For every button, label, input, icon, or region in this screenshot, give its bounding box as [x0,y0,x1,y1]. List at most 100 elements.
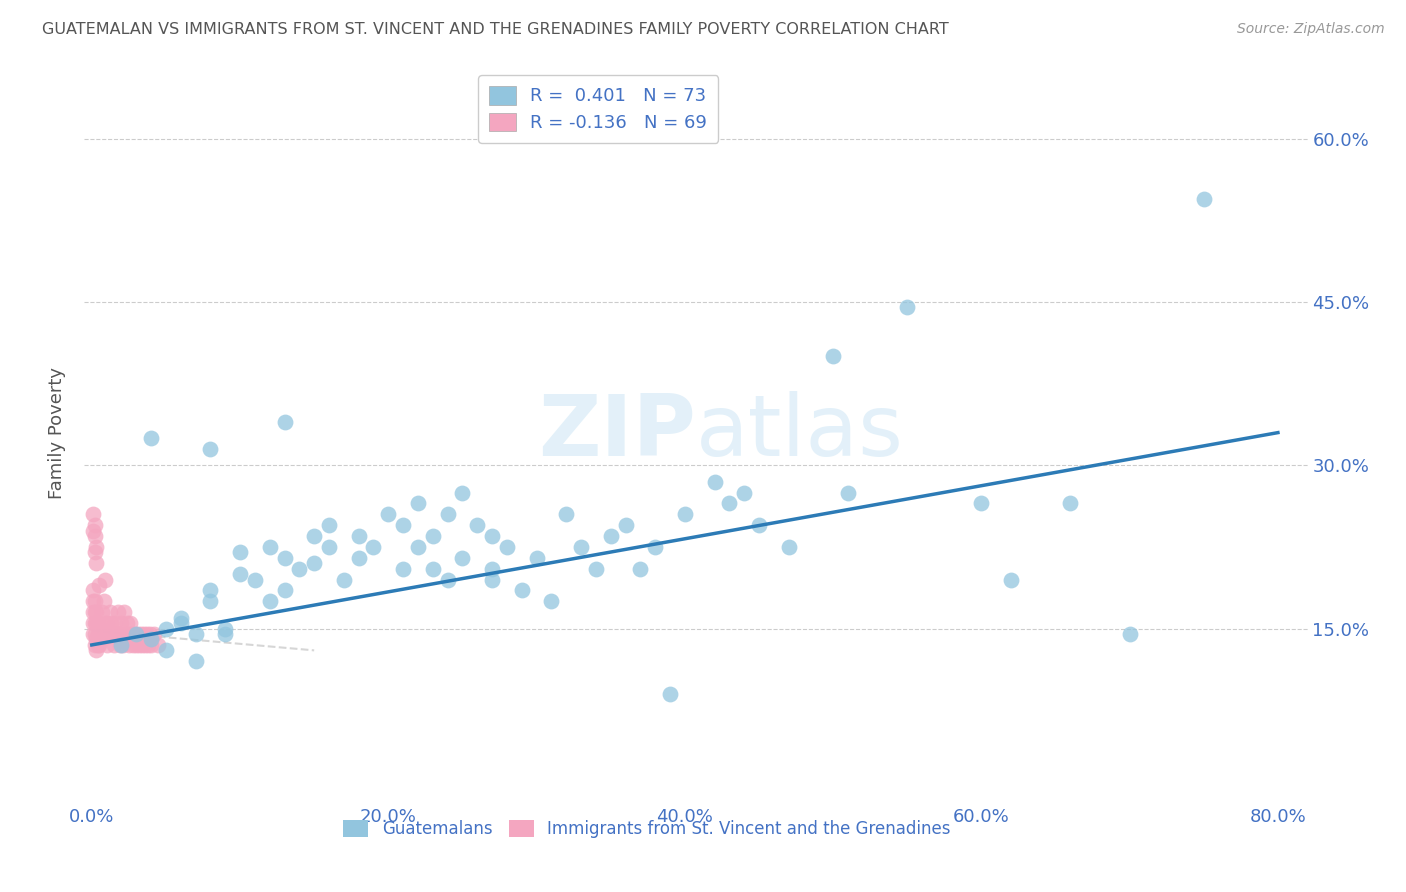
Point [132,627,155,641]
Point [91,605,114,619]
Point [115,627,138,641]
Point [229,545,252,559]
Point [83,518,105,533]
Point [143,627,166,641]
Point [733,485,755,500]
Point [823,350,845,364]
Point [200,583,222,598]
Point [110,627,132,641]
Point [481,562,503,576]
Point [392,562,415,576]
Point [120,616,142,631]
Point [82,627,104,641]
Point [363,540,385,554]
Point [496,540,519,554]
Point [243,573,266,587]
Point [96,638,118,652]
Point [96,627,118,641]
Point [82,616,104,631]
Point [333,573,356,587]
Point [136,638,159,652]
Point [422,562,444,576]
Point [229,567,252,582]
Point [1059,496,1081,510]
Point [96,616,118,631]
Point [436,508,458,522]
Point [422,529,444,543]
Point [117,616,139,631]
Point [82,605,104,619]
Point [748,518,770,533]
Point [585,562,607,576]
Point [138,627,160,641]
Point [128,638,150,652]
Point [465,518,488,533]
Point [288,562,311,576]
Point [83,638,105,652]
Point [86,627,108,641]
Point [778,540,800,554]
Point [273,550,295,565]
Point [703,475,725,489]
Point [129,627,152,641]
Point [108,627,131,641]
Point [659,687,682,701]
Point [121,627,143,641]
Point [302,556,325,570]
Point [569,540,592,554]
Point [84,556,107,570]
Point [110,616,132,631]
Point [599,529,621,543]
Point [83,616,105,631]
Point [347,550,370,565]
Point [112,605,135,619]
Point [1192,192,1215,206]
Point [125,627,148,641]
Point [82,583,104,598]
Point [82,508,104,522]
Point [628,562,651,576]
Point [105,627,128,641]
Point [155,643,177,657]
Point [118,638,141,652]
Point [392,518,415,533]
Point [214,622,236,636]
Point [259,540,281,554]
Point [184,654,207,668]
Point [970,496,993,510]
Point [104,627,127,641]
Point [90,622,112,636]
Point [111,638,134,652]
Point [139,431,162,445]
Point [673,508,696,522]
Point [84,632,107,647]
Point [89,638,111,652]
Point [318,540,340,554]
Point [436,573,458,587]
Point [318,518,340,533]
Point [184,627,207,641]
Point [1000,573,1022,587]
Point [83,627,105,641]
Point [131,638,153,652]
Point [86,616,108,631]
Point [170,611,193,625]
Text: GUATEMALAN VS IMMIGRANTS FROM ST. VINCENT AND THE GRENADINES FAMILY POVERTY CORR: GUATEMALAN VS IMMIGRANTS FROM ST. VINCEN… [42,22,949,37]
Point [155,622,177,636]
Point [124,627,146,641]
Point [89,627,111,641]
Point [94,616,117,631]
Point [214,627,236,641]
Point [103,638,125,652]
Point [302,529,325,543]
Point [83,545,105,559]
Point [837,485,859,500]
Point [82,594,104,608]
Point [406,496,429,510]
Point [100,616,122,631]
Point [451,485,474,500]
Point [718,496,741,510]
Point [510,583,533,598]
Point [644,540,666,554]
Point [98,627,121,641]
